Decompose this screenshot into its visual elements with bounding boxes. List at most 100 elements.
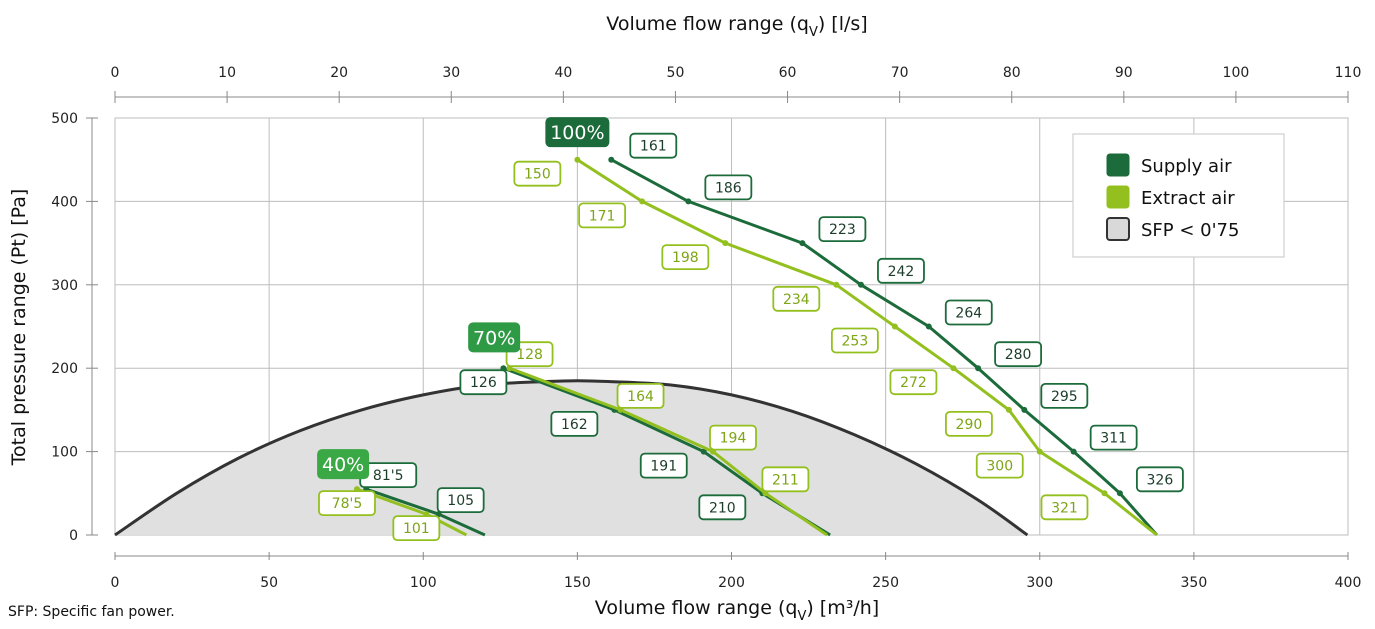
- bottom-axis-tick-label: 400: [1335, 575, 1362, 591]
- data-label-box: [709, 424, 757, 451]
- y-axis-title: Total pressure range (Pt) [Pa]: [8, 189, 30, 467]
- y-axis-tick-label: 500: [51, 111, 78, 127]
- data-label-box: [661, 244, 710, 271]
- bottom-axis-tick-label: 250: [872, 575, 899, 591]
- data-label-box: [578, 202, 627, 229]
- data-label: 105: [447, 493, 474, 509]
- data-label: 194: [720, 431, 747, 447]
- data-label: 162: [561, 417, 588, 433]
- data-point-supply-100: [1070, 448, 1077, 455]
- legend-swatch: [1106, 217, 1130, 241]
- data-label-box: [550, 410, 599, 437]
- data-label: 150: [524, 167, 551, 183]
- data-label-box: [704, 174, 753, 201]
- bottom-axis-tick-label: 150: [564, 575, 591, 591]
- data-point-extract-100: [891, 323, 898, 330]
- top-axis-title: Volume flow range (qV) [l/s]: [606, 13, 867, 40]
- data-point-extract-100: [950, 365, 957, 372]
- data-label-box: [944, 299, 993, 326]
- data-point-supply-100: [975, 365, 982, 372]
- data-label-box: [318, 490, 376, 517]
- top-axis-tick-label: 90: [1115, 65, 1133, 81]
- top-axis-tick-label: 20: [330, 65, 348, 81]
- data-point-supply-100: [799, 240, 806, 247]
- data-labels: 161 186 223 242 264 280 295 311 326 150 171 198 234 2…: [318, 132, 1184, 542]
- data-label-box: [830, 327, 879, 354]
- bottom-axis-tick-label: 0: [111, 575, 120, 591]
- data-label: 164: [627, 389, 654, 405]
- legend-label: Supply air: [1141, 156, 1232, 177]
- data-point-extract-100: [574, 156, 581, 163]
- data-label-box: [877, 257, 925, 284]
- top-axis-tick-label: 100: [1223, 65, 1250, 81]
- data-label: 186: [715, 180, 742, 196]
- data-label: 295: [1051, 389, 1078, 405]
- data-label: 211: [772, 472, 799, 488]
- data-label-box: [392, 515, 441, 542]
- speed-label: 100%: [550, 122, 604, 144]
- data-label: 321: [1051, 500, 1078, 516]
- data-point-extract-100: [833, 281, 840, 288]
- speed-labels: 100% 70% 40%: [317, 117, 610, 480]
- data-label: 264: [955, 306, 982, 322]
- data-label-box: [698, 494, 747, 521]
- data-label: 290: [956, 417, 983, 433]
- data-label: 311: [1100, 431, 1127, 447]
- top-axis-tick-label: 0: [111, 65, 120, 81]
- data-label: 101: [403, 521, 430, 537]
- data-point-extract-100: [639, 198, 646, 205]
- sfp-boundary: [114, 379, 1029, 537]
- bottom-axis-tick-label: 300: [1026, 575, 1053, 591]
- data-label: 78'5: [332, 496, 363, 512]
- legend-swatch: [1106, 185, 1130, 209]
- data-label-box: [616, 382, 665, 409]
- speed-label-box: [545, 117, 610, 148]
- data-label-box: [513, 160, 562, 187]
- data-label-box: [818, 216, 867, 243]
- sfp-area: [115, 380, 1028, 535]
- sfp-region: [114, 379, 1029, 537]
- data-label-box: [1040, 382, 1089, 409]
- data-point-supply-100: [608, 156, 615, 163]
- data-label-box: [975, 452, 1024, 479]
- y-axis-tick-label: 400: [51, 194, 78, 210]
- data-label: 280: [1005, 347, 1032, 363]
- bottom-axis-tick-label: 50: [260, 575, 278, 591]
- data-label-box: [1040, 494, 1089, 521]
- data-label: 161: [640, 139, 667, 155]
- data-label: 272: [900, 375, 927, 391]
- data-label-box: [772, 285, 821, 312]
- speed-label: 70%: [473, 327, 515, 349]
- y-axis-tick-label: 200: [51, 361, 78, 377]
- top-axis-tick-label: 30: [442, 65, 460, 81]
- data-label: 253: [842, 334, 869, 350]
- y-axis-tick-label: 0: [69, 528, 78, 544]
- data-label: 126: [470, 375, 497, 391]
- speed-label-box: [468, 322, 521, 353]
- data-label-box: [629, 132, 678, 159]
- data-label-box: [1089, 424, 1138, 451]
- data-point-supply-100: [685, 198, 692, 205]
- data-point-supply-100: [925, 323, 932, 330]
- series-line-extract-100: [576, 158, 1158, 537]
- y-axis-tick-label: 300: [51, 278, 78, 294]
- data-label-box: [994, 341, 1042, 368]
- top-axis-tick-label: 40: [554, 65, 572, 81]
- data-point-extract-100: [1036, 448, 1043, 455]
- data-label-box: [761, 466, 810, 493]
- bottom-axis-tick-label: 100: [410, 575, 437, 591]
- top-axis-tick-label: 70: [891, 65, 909, 81]
- data-label: 171: [589, 208, 616, 224]
- axes: 0 50 100 150 200 250 300 350 4000100200300400500…: [51, 65, 1361, 591]
- top-axis-tick-label: 110: [1335, 65, 1362, 81]
- data-label-box: [1135, 466, 1184, 493]
- top-axis-tick-label: 50: [667, 65, 685, 81]
- top-axis-tick-label: 80: [1003, 65, 1021, 81]
- data-point-extract-100: [1101, 490, 1108, 497]
- data-label: 326: [1147, 472, 1174, 488]
- y-axis-tick-label: 100: [51, 445, 78, 461]
- data-label-box: [889, 369, 938, 396]
- data-label-box: [945, 410, 993, 437]
